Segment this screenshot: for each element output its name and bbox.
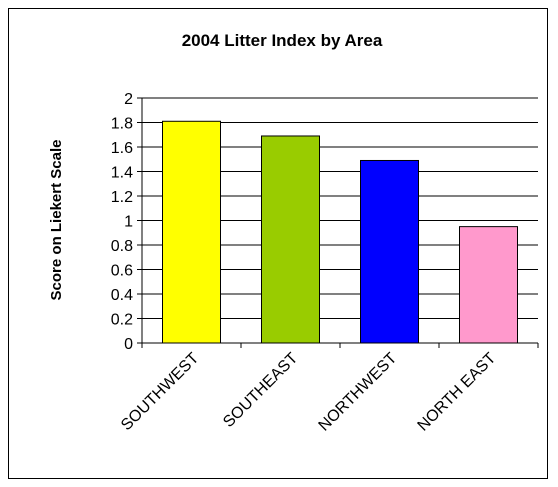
x-tick-label: SOUTHEAST [220,350,301,431]
chart-title: 2004 Litter Index by Area [182,31,383,50]
x-tick-label: NORTHWEST [316,350,401,435]
bar-southeast [261,135,320,344]
x-tick-label: NORTH EAST [415,350,500,435]
y-tick-label: 0.2 [111,312,133,329]
y-tick-label: 0.4 [111,287,133,304]
y-tick-label: 1.4 [111,165,133,182]
bar-north-east [459,226,518,344]
bars [162,120,518,344]
y-tick-label: 1.6 [111,140,133,157]
y-tick-label: 2 [124,91,133,108]
y-tick-label: 1 [124,214,133,231]
x-tick-labels: SOUTHWEST SOUTHEAST NORTHWEST NORTH EAST [118,350,499,435]
y-tick-label: 0 [124,336,133,353]
y-tick-label: 1.2 [111,189,133,206]
x-tick-label: SOUTHWEST [118,350,202,434]
axes [137,97,539,348]
bar-northwest [360,159,419,344]
y-tick-labels: 0 0.2 0.4 0.6 0.8 1 1.2 1.4 1.6 1.8 2 [111,91,133,353]
y-tick-label: 1.8 [111,116,133,133]
y-tick-label: 0.6 [111,263,133,280]
y-tick-label: 0.8 [111,238,133,255]
bar-southwest [162,120,221,344]
y-axis-label: Score on Liekert Scale [48,140,65,301]
